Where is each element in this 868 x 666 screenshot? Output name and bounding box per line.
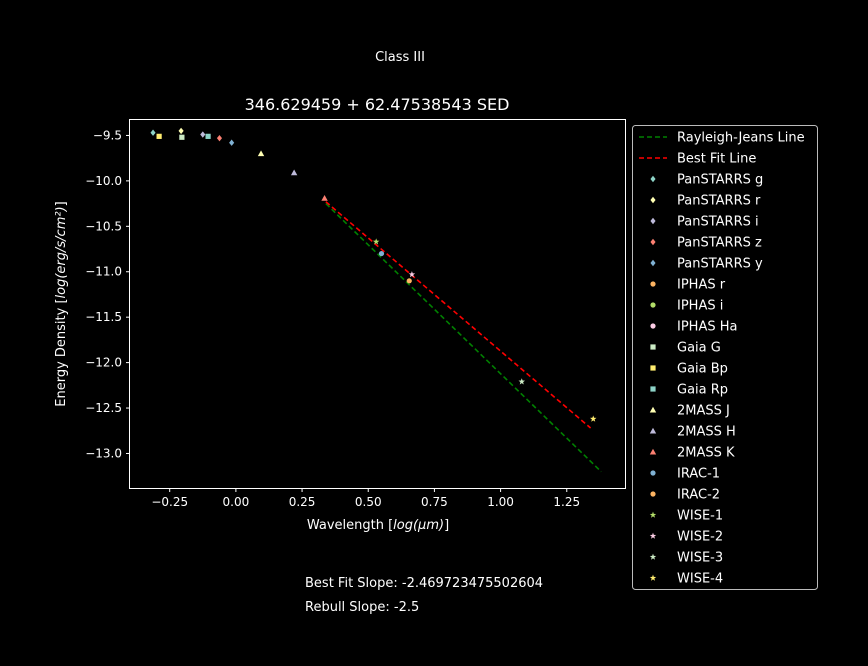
point-panstarrs-i-0 bbox=[200, 131, 206, 138]
point-wise-3-0 bbox=[518, 378, 525, 385]
x-tick-label-4: 0.75 bbox=[421, 495, 448, 509]
legend-swatch-wise-4 bbox=[649, 574, 657, 581]
legend-label-iphas-i: IPHAS i bbox=[677, 299, 723, 314]
y-tick-label-2: −10.5 bbox=[85, 219, 122, 233]
y-tick-label-7: −13.0 bbox=[85, 446, 122, 460]
x-tick-label-5: 1.00 bbox=[487, 495, 514, 509]
legend-swatch-panstarrs-g bbox=[650, 175, 656, 183]
legend-label-best-fit-line: Best Fit Line bbox=[677, 152, 756, 167]
legend-frame bbox=[632, 125, 818, 590]
legend-label-panstarrs-g: PanSTARRS g bbox=[677, 173, 763, 188]
legend-label-wise-2: WISE-2 bbox=[677, 530, 723, 545]
legend-label-2mass-h: 2MASS H bbox=[677, 425, 736, 440]
legend-swatch-wise-2 bbox=[649, 532, 657, 539]
legend-swatch-2mass-k bbox=[649, 448, 657, 455]
legend-label-rayleigh-jeans-line: Rayleigh-Jeans Line bbox=[677, 131, 805, 146]
point-irac-1-0 bbox=[378, 250, 385, 257]
legend-label-iphas-r: IPHAS r bbox=[677, 278, 726, 293]
figure-suptitle: Class III bbox=[375, 50, 425, 65]
plot-frame bbox=[129, 119, 626, 489]
legend-swatch-iphas-ha bbox=[650, 323, 656, 329]
point-panstarrs-y-0 bbox=[229, 139, 235, 146]
point-panstarrs-z-0 bbox=[216, 134, 223, 142]
legend-label-panstarrs-y: PanSTARRS y bbox=[677, 257, 763, 272]
x-axis-label: Wavelength [log(µm)] bbox=[307, 518, 449, 533]
point-irac-2-0 bbox=[406, 278, 412, 284]
legend-swatch-gaia-bp bbox=[650, 365, 656, 371]
legend-label-2mass-j: 2MASS J bbox=[677, 404, 730, 419]
legend-label-iphas-ha: IPHAS Ha bbox=[677, 320, 737, 335]
plot-title: 346.629459 + 62.47538543 SED bbox=[245, 95, 510, 114]
legend-label-gaia-g: Gaia G bbox=[677, 341, 721, 356]
legend-swatch-gaia-g bbox=[650, 344, 656, 350]
legend-swatch-gaia-rp bbox=[650, 386, 656, 392]
legend-swatch-irac-2 bbox=[650, 491, 656, 497]
legend-swatch-iphas-i bbox=[650, 302, 656, 308]
point-2mass-j-0 bbox=[257, 150, 265, 157]
y-tick-label-6: −12.5 bbox=[85, 401, 122, 415]
rebull-slope-note: Rebull Slope: -2.5 bbox=[305, 600, 420, 615]
y-tick-label-0: −9.5 bbox=[93, 128, 122, 142]
legend-label-2mass-k: 2MASS K bbox=[677, 446, 735, 461]
point-wise-1-0 bbox=[372, 238, 380, 245]
legend-swatch-wise-3 bbox=[649, 553, 657, 560]
legend-label-irac-1: IRAC-1 bbox=[677, 467, 720, 482]
legend-label-wise-3: WISE-3 bbox=[677, 551, 723, 566]
point-panstarrs-r-0 bbox=[178, 127, 184, 135]
legend-label-gaia-rp: Gaia Rp bbox=[677, 383, 728, 398]
legend-swatch-wise-1 bbox=[649, 511, 657, 518]
y-tick-label-4: −11.5 bbox=[85, 310, 122, 324]
legend-label-panstarrs-z: PanSTARRS z bbox=[677, 236, 762, 251]
point-wise-4-0 bbox=[590, 415, 597, 422]
rayleigh-jeans-line bbox=[325, 203, 602, 473]
legend-swatch-2mass-j bbox=[649, 406, 657, 413]
legend-label-irac-2: IRAC-2 bbox=[677, 488, 720, 503]
y-tick-label-1: −10.0 bbox=[85, 174, 122, 188]
data-points bbox=[150, 127, 597, 422]
point-2mass-k-0 bbox=[321, 194, 328, 201]
point-gaia-bp-0 bbox=[156, 133, 162, 139]
legend-label-wise-4: WISE-4 bbox=[677, 572, 723, 587]
point-gaia-rp-0 bbox=[205, 133, 211, 139]
legend-swatch-panstarrs-i bbox=[650, 217, 656, 225]
fit-lines bbox=[325, 201, 602, 473]
point-panstarrs-g-0 bbox=[150, 129, 156, 136]
x-tick-label-3: 0.50 bbox=[355, 495, 382, 509]
legend-swatch-panstarrs-z bbox=[650, 238, 656, 246]
legend-swatch-panstarrs-y bbox=[650, 259, 656, 267]
point-gaia-g-0 bbox=[179, 134, 185, 140]
axis-ticks: −0.25 0.00 0.25 0.50 0.75 1.00 1.25 −9.5 −10.0 −1… bbox=[85, 128, 580, 509]
x-tick-label-6: 1.25 bbox=[553, 495, 580, 509]
best-fit-slope-note: Best Fit Slope: -2.469723475502604 bbox=[305, 576, 544, 591]
legend-label-panstarrs-r: PanSTARRS r bbox=[677, 194, 761, 209]
x-tick-label-1: 0.00 bbox=[223, 495, 250, 509]
point-2mass-h-0 bbox=[290, 169, 298, 176]
x-tick-label-2: 0.25 bbox=[289, 495, 316, 509]
x-tick-label-0: −0.25 bbox=[151, 495, 188, 509]
legend-label-wise-1: WISE-1 bbox=[677, 509, 723, 524]
y-tick-label-5: −12.0 bbox=[85, 356, 122, 370]
legend-label-panstarrs-i: PanSTARRS i bbox=[677, 215, 759, 230]
y-tick-label-3: −11.0 bbox=[85, 265, 122, 279]
legend-swatch-2mass-h bbox=[649, 427, 657, 434]
y-axis-label: Energy Density [log(erg/s/cm²)] bbox=[54, 201, 69, 406]
legend-swatch-iphas-r bbox=[650, 281, 656, 287]
legend-swatch-panstarrs-r bbox=[650, 196, 656, 204]
legend: Rayleigh-Jeans Line Best Fit Line PanSTARR… bbox=[632, 125, 818, 590]
legend-label-gaia-bp: Gaia Bp bbox=[677, 362, 728, 377]
legend-swatch-irac-1 bbox=[650, 470, 656, 476]
point-wise-2-0 bbox=[408, 271, 416, 278]
best-fit-line bbox=[325, 201, 592, 429]
